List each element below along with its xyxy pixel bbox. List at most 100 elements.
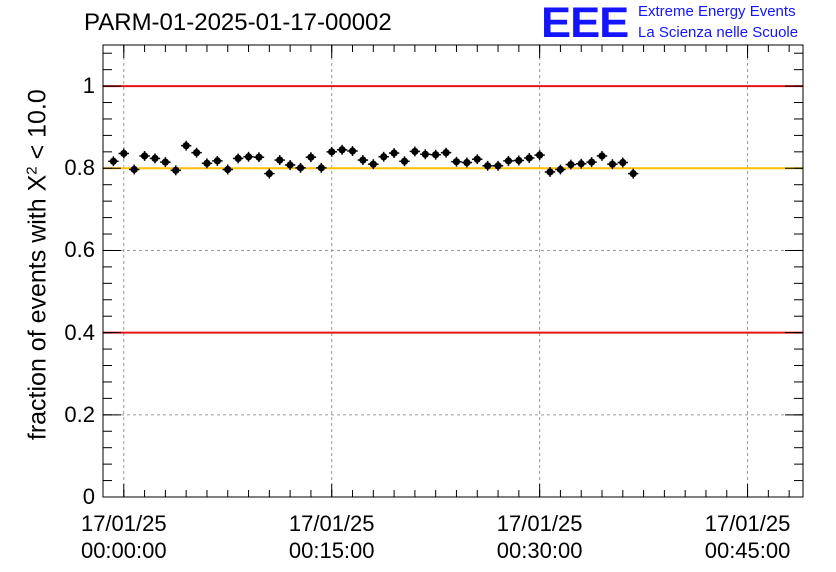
data-point	[576, 158, 587, 169]
data-point	[336, 144, 348, 155]
data-point	[357, 155, 369, 165]
data-point-marker	[546, 168, 554, 176]
data-point-marker	[390, 149, 398, 157]
data-point	[565, 159, 577, 170]
data-point-marker	[452, 158, 461, 166]
axis-ticks	[102, 45, 803, 498]
data-point	[534, 150, 545, 161]
data-point	[617, 157, 628, 168]
data-point-marker	[182, 142, 190, 150]
data-point	[607, 159, 618, 170]
data-point-marker	[473, 155, 481, 163]
data-point	[326, 146, 337, 157]
x-tick-time: 00:15:00	[288, 538, 375, 563]
data-point	[305, 152, 317, 163]
data-point-marker	[494, 162, 502, 170]
data-point-marker	[369, 160, 377, 168]
data-point	[461, 157, 473, 168]
data-point	[139, 151, 150, 161]
y-tick-label: 0.6	[64, 237, 95, 263]
data-point	[544, 167, 556, 177]
data-point-marker	[411, 147, 419, 156]
data-point	[149, 153, 161, 164]
data-point-marker	[421, 150, 429, 158]
data-point-marker	[161, 158, 169, 166]
data-point-marker	[307, 153, 315, 161]
data-point-marker	[598, 152, 606, 160]
data-point-marker	[213, 157, 221, 165]
data-point-marker	[130, 165, 138, 174]
data-point-marker	[442, 149, 450, 157]
data-point-marker	[296, 164, 305, 172]
data-point	[295, 162, 306, 173]
data-point	[274, 155, 285, 165]
data-point-marker	[432, 151, 440, 159]
x-tick-date: 17/01/25	[80, 511, 167, 536]
data-point	[420, 149, 431, 160]
data-point	[430, 149, 441, 160]
data-point	[472, 154, 483, 165]
data-point	[191, 147, 202, 158]
x-tick-label: 17/01/25 00:30:00	[470, 510, 610, 564]
data-point-marker	[588, 158, 596, 166]
data-point-marker	[567, 160, 575, 169]
data-point-marker	[234, 154, 242, 163]
data-point	[347, 146, 358, 156]
eee-logo-line1: Extreme Energy Events	[638, 3, 796, 20]
x-tick-date: 17/01/25	[704, 511, 791, 536]
data-point-marker	[359, 156, 367, 164]
data-point-marker	[463, 158, 471, 167]
data-point-marker	[203, 159, 211, 167]
data-point	[409, 146, 421, 157]
data-point	[201, 158, 213, 169]
data-point-marker	[619, 158, 627, 167]
plot-frame	[102, 44, 804, 498]
data-point	[555, 164, 566, 175]
y-tick-label: 0	[82, 484, 95, 509]
x-tick-time: 00:00:00	[80, 538, 167, 563]
data-point-marker	[556, 165, 565, 174]
data-point-marker	[536, 151, 544, 159]
data-point-marker	[286, 161, 294, 169]
data-point	[596, 151, 608, 161]
data-point	[222, 164, 233, 175]
x-tick-label: 17/01/25 00:45:00	[678, 510, 818, 564]
data-point	[232, 153, 244, 164]
data-point	[451, 156, 462, 167]
data-point-marker	[224, 165, 232, 174]
data-point-marker	[338, 146, 346, 154]
grid-layer	[103, 45, 803, 498]
data-point	[513, 155, 525, 166]
data-point-marker	[172, 166, 180, 174]
data-point	[368, 159, 379, 170]
data-point	[160, 157, 171, 168]
data-point-marker	[400, 157, 409, 165]
data-point-marker	[317, 164, 325, 172]
x-tick-date: 17/01/25	[288, 511, 375, 536]
data-point	[482, 160, 493, 171]
data-point	[264, 168, 275, 179]
x-tick-date: 17/01/25	[496, 511, 583, 536]
data-point-marker	[484, 162, 492, 170]
data-point-marker	[120, 149, 128, 158]
data-point	[180, 140, 192, 151]
data-point	[388, 148, 400, 158]
data-point-marker	[629, 170, 637, 178]
data-point-marker	[525, 154, 533, 162]
eee-logo-line2: La Scienza nelle Scuole	[638, 24, 799, 41]
data-point	[492, 160, 504, 171]
data-point-marker	[151, 154, 159, 163]
data-point	[524, 153, 535, 163]
data-point-marker	[608, 160, 617, 168]
data-point-marker	[504, 157, 513, 165]
reference-lines	[103, 85, 803, 334]
data-point-marker	[577, 160, 585, 168]
data-point	[128, 164, 140, 175]
data-point	[284, 160, 296, 170]
data-point	[628, 168, 639, 179]
data-point	[212, 155, 223, 166]
data-point-marker	[276, 156, 284, 164]
data-point	[170, 165, 181, 176]
data-point	[440, 147, 452, 158]
